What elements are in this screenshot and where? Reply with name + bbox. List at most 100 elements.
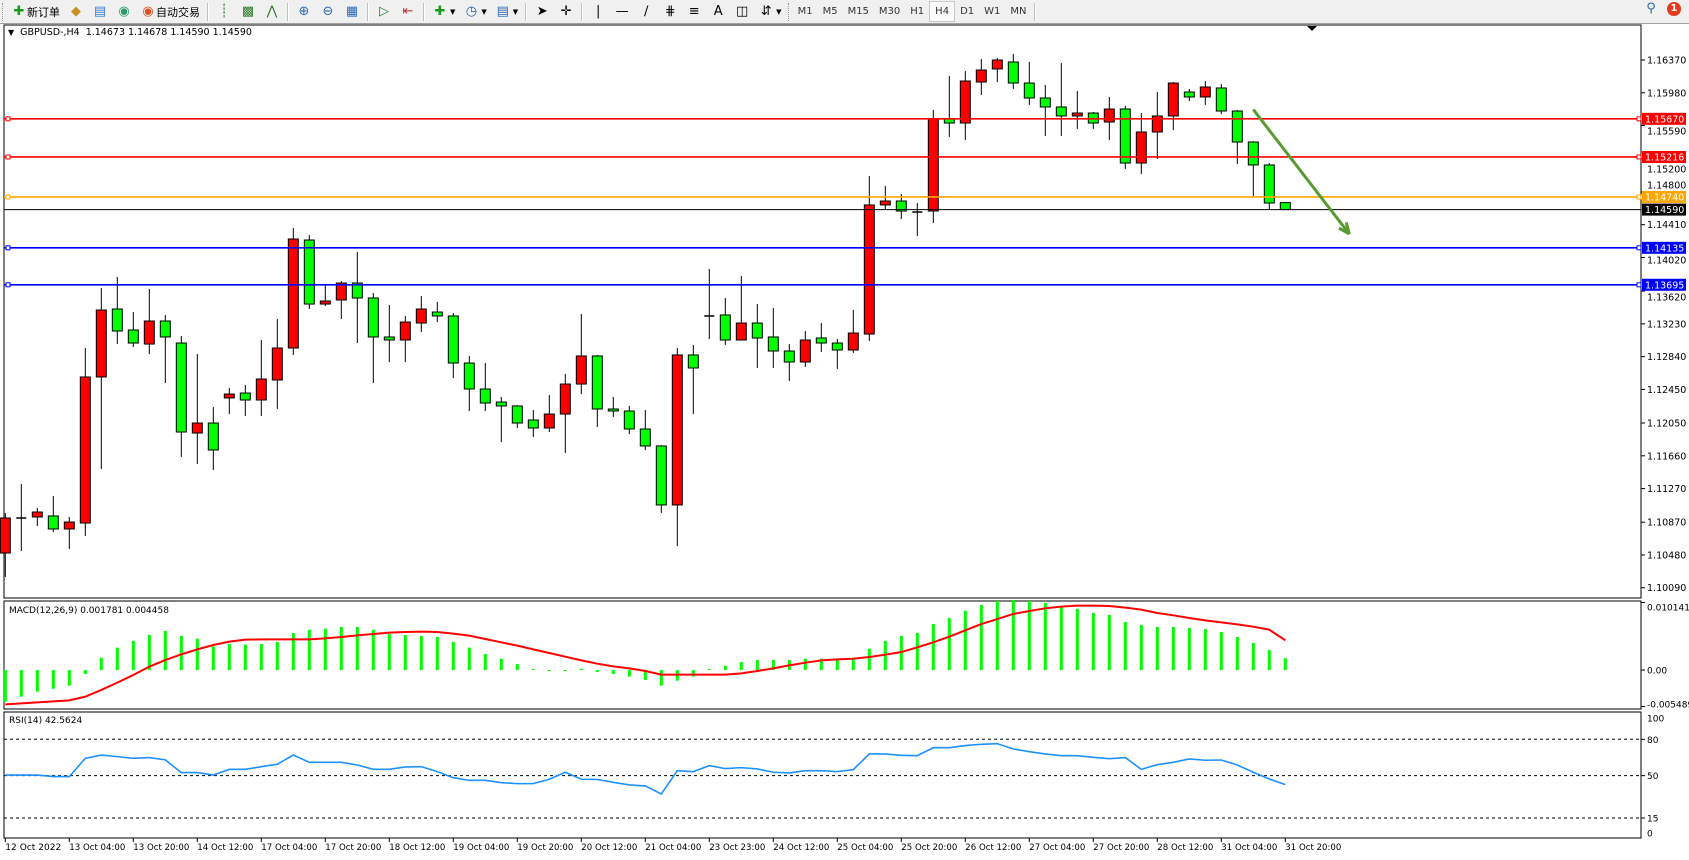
time-tick-label: 23 Oct 23:00 xyxy=(709,843,765,853)
chevron-down-icon: ▼ xyxy=(481,7,487,16)
last-price-label-bg xyxy=(1642,203,1686,216)
timeframe-d1[interactable]: D1 xyxy=(960,6,975,17)
rsi-pane[interactable] xyxy=(3,711,1642,839)
zoom-in-button[interactable]: ⊕ xyxy=(293,2,315,22)
macd-histogram-bar xyxy=(915,633,919,670)
candle-bullish xyxy=(415,308,427,324)
candle-bearish xyxy=(815,337,827,344)
candlestick-button[interactable]: ▩ xyxy=(237,2,259,22)
separator xyxy=(525,2,528,21)
new-order-icon: ✚ xyxy=(13,3,25,19)
macd-histogram-bar xyxy=(1027,600,1031,670)
macd-histogram-bar xyxy=(739,662,743,670)
arrow-down-icon[interactable] xyxy=(1338,221,1351,236)
level-price-label: 1.14740 xyxy=(1645,192,1684,203)
timeframe-m5[interactable]: M5 xyxy=(822,6,838,17)
chart-menu-icon[interactable]: ▼ xyxy=(8,28,15,37)
candle-bearish xyxy=(159,320,171,338)
separator xyxy=(287,2,289,21)
toolbar-grip[interactable] xyxy=(787,2,791,21)
fibonacci-button[interactable]: ≡ xyxy=(683,2,705,22)
search-icon[interactable]: ⚲ xyxy=(1646,1,1656,16)
timeframe-w1[interactable]: W1 xyxy=(984,6,1001,17)
chart-canvas[interactable]: 1.16370 1.15980 1.15590 1.15200 1.14800 1.144… xyxy=(0,24,1689,860)
candle-bullish xyxy=(399,321,411,341)
level-handle[interactable] xyxy=(5,154,11,160)
timeframe-h4[interactable]: H4 xyxy=(929,1,956,22)
candle-bearish xyxy=(831,342,843,351)
toolbar-grip[interactable] xyxy=(2,2,5,21)
bar-chart-button[interactable]: ┊ xyxy=(213,2,235,22)
macd-signal-line xyxy=(5,604,1286,706)
time-tick-label: 28 Oct 12:00 xyxy=(1157,843,1213,853)
price-tick-label: 1.14800 xyxy=(1647,180,1686,191)
level-handle[interactable] xyxy=(1636,194,1642,200)
cursor-button[interactable]: ➤ xyxy=(531,2,553,22)
candle-bullish xyxy=(319,300,331,305)
candle-bearish xyxy=(527,419,539,429)
macd-histogram-bar xyxy=(1267,650,1271,670)
candle-bullish xyxy=(543,413,555,429)
last-price-label: 1.14590 xyxy=(1645,205,1684,216)
tile-windows-button[interactable]: ▦ xyxy=(341,2,363,22)
macd-histogram-bar xyxy=(579,668,583,670)
level-handle[interactable] xyxy=(5,116,11,122)
timeframe-h1[interactable]: H1 xyxy=(910,6,925,17)
candle-bullish xyxy=(271,347,283,381)
price-tick-label: 1.10480 xyxy=(1647,550,1686,561)
text-button[interactable]: A xyxy=(707,2,729,22)
vertical-line-button[interactable]: | xyxy=(587,2,609,22)
line-chart-button[interactable]: ⋀ xyxy=(261,2,283,22)
macd-histogram-bar xyxy=(1155,627,1159,670)
macd-histogram-bar xyxy=(307,629,311,670)
timeframe-m1[interactable]: M1 xyxy=(797,6,813,17)
timeframe-m30[interactable]: M30 xyxy=(878,6,901,17)
chart-window[interactable]: 1.16370 1.15980 1.15590 1.15200 1.14800 1.144… xyxy=(0,24,1689,860)
candle-bearish xyxy=(1215,87,1227,112)
auto-trading-button[interactable]: ◉ 自动交易 xyxy=(137,2,203,22)
candle-bullish xyxy=(0,517,11,554)
candle-bearish xyxy=(495,401,507,407)
terminal-button[interactable]: ▤ xyxy=(89,2,111,22)
templates-button[interactable]: ▤ ▼ xyxy=(492,2,521,22)
level-handle[interactable] xyxy=(5,245,11,251)
level-handle[interactable] xyxy=(5,282,11,288)
timeframe-m15[interactable]: M15 xyxy=(847,6,869,17)
level-handle[interactable] xyxy=(1636,282,1642,288)
timeframe-mn[interactable]: MN xyxy=(1010,6,1027,17)
signals-button[interactable]: ◉ xyxy=(113,2,135,22)
macd-histogram-bar xyxy=(1219,632,1223,670)
candle-bullish xyxy=(1199,86,1211,98)
candle-bullish xyxy=(959,80,971,124)
trendline-button[interactable]: ∕ xyxy=(635,2,657,22)
macd-pane[interactable] xyxy=(3,600,1642,710)
notification-badge[interactable]: 1 xyxy=(1667,2,1681,16)
macd-axis-label: 0.00 xyxy=(1647,667,1667,677)
equidistant-channel-button[interactable]: ⋕ xyxy=(659,2,681,22)
level-label-bg xyxy=(1642,241,1686,254)
horizontal-line-icon: — xyxy=(615,3,629,19)
chart-shift-button[interactable]: ⇤ xyxy=(397,2,419,22)
level-handle[interactable] xyxy=(1636,245,1642,251)
price-tick-label: 1.15590 xyxy=(1647,126,1686,137)
crosshair-button[interactable]: ✛ xyxy=(555,2,577,22)
navigator-button[interactable]: ◆ xyxy=(65,2,87,22)
candle-bullish xyxy=(863,204,875,335)
indicators-button[interactable]: ✚ ▼ xyxy=(429,2,458,22)
text-label-icon: ◫ xyxy=(736,3,749,19)
level-handle[interactable] xyxy=(5,194,11,200)
autoscroll-button[interactable]: ▷ xyxy=(373,2,395,22)
horizontal-line-button[interactable]: — xyxy=(611,2,633,22)
chart-shift-marker[interactable] xyxy=(1307,26,1317,31)
new-order-button[interactable]: ✚ 新订单 xyxy=(8,2,63,22)
text-label-button[interactable]: ◫ xyxy=(731,2,753,22)
main-chart-pane[interactable] xyxy=(3,24,1642,599)
timeframe-group: M1 M5 M15 M30 H1 H4 D1 W1 MN xyxy=(793,1,1032,22)
arrows-button[interactable]: ⇵ ▼ xyxy=(755,2,784,22)
level-handle[interactable] xyxy=(1636,116,1642,122)
zoom-out-button[interactable]: ⊖ xyxy=(317,2,339,22)
trend-arrow-line[interactable] xyxy=(1252,108,1351,235)
candle-bullish xyxy=(335,282,347,301)
periods-button[interactable]: ◷ ▼ xyxy=(460,2,489,22)
level-handle[interactable] xyxy=(1636,154,1642,160)
